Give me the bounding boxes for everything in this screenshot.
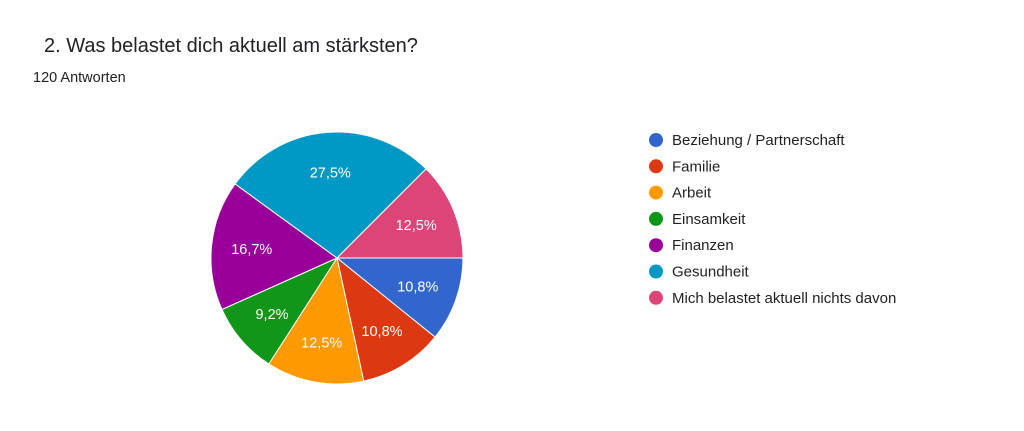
legend-marker: [649, 211, 663, 226]
slice-label: 27,5%: [310, 166, 351, 182]
legend-label: Finanzen: [672, 237, 734, 254]
legend-marker: [649, 133, 663, 147]
legend-label: Beziehung / Partnerschaft: [672, 132, 845, 149]
pie-slice: [234, 131, 427, 259]
response-count: 120 Antworten: [33, 70, 126, 86]
pie-slice: [268, 256, 365, 385]
pie-slice: [335, 257, 464, 338]
legend-label: Mich belastet aktuell nichts davon: [672, 290, 896, 307]
legend-label: Einsamkeit: [672, 211, 746, 228]
legend-marker: [649, 159, 663, 174]
legend-marker: [649, 290, 663, 305]
legend-marker: [649, 238, 663, 253]
slice-label: 9,2%: [255, 307, 288, 323]
page-title: 2. Was belastet dich aktuell am stärkste…: [44, 35, 418, 57]
legend-label: Familie: [672, 158, 720, 175]
slice-label: 16,7%: [231, 242, 272, 258]
slice-label: 10,8%: [361, 324, 402, 340]
pie-slice: [210, 183, 338, 311]
legend-label: Arbeit: [672, 185, 712, 202]
slice-label: 12,5%: [396, 218, 437, 234]
pie-slice: [336, 256, 436, 382]
legend-marker: [649, 185, 663, 200]
pie-slice: [335, 168, 464, 259]
legend-marker: [649, 264, 663, 279]
legend-label: Gesundheit: [672, 264, 750, 281]
slice-label: 12,5%: [301, 335, 342, 351]
slice-label: 10,8%: [397, 280, 438, 296]
